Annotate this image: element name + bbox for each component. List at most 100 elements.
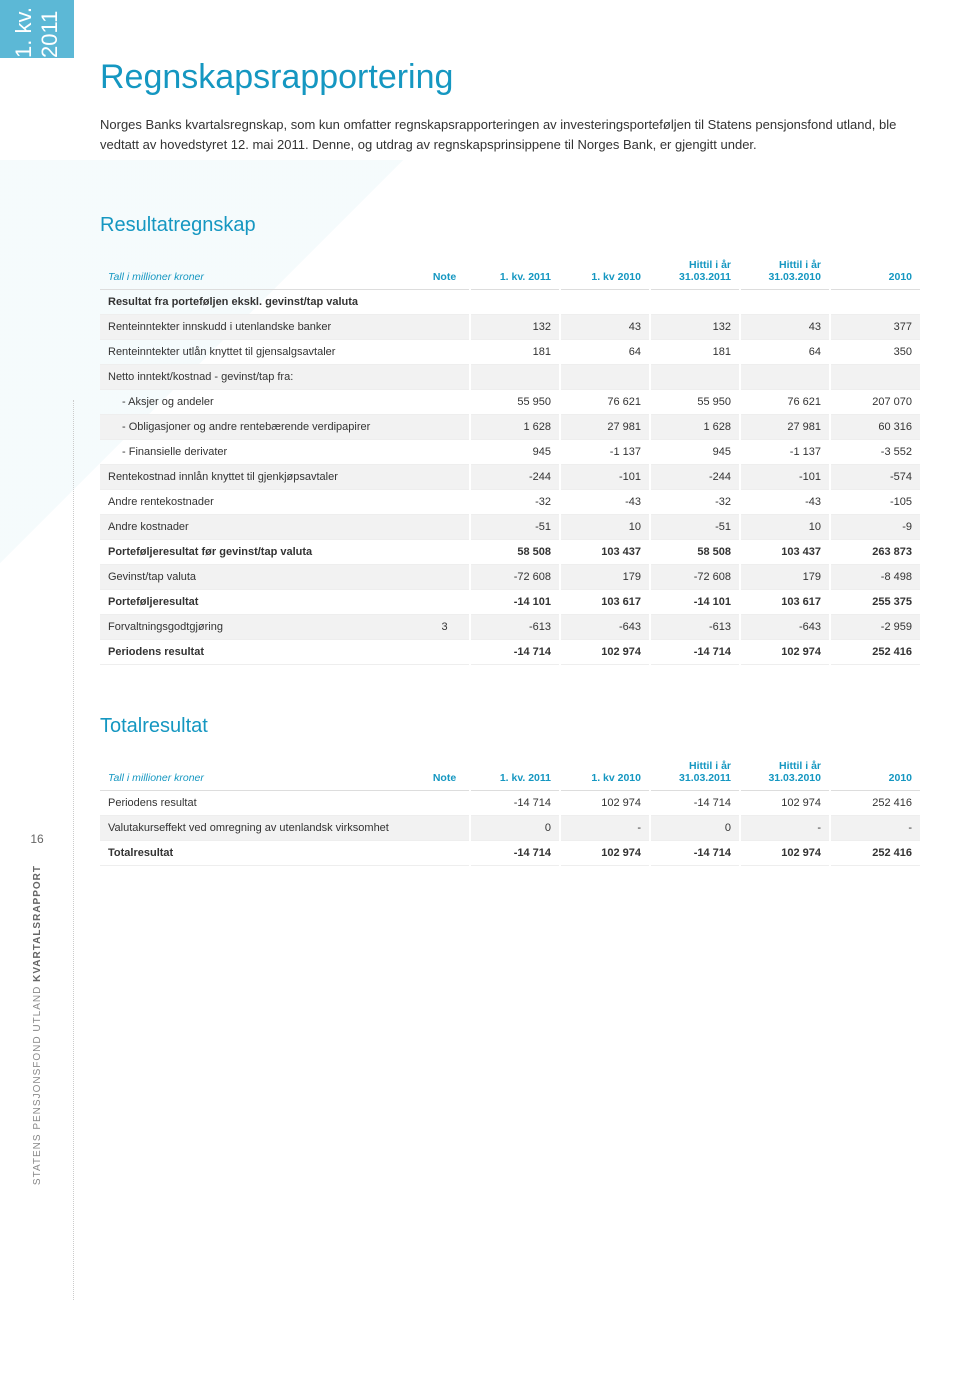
cell: -574 bbox=[830, 465, 920, 490]
col-2010: 2010 bbox=[830, 253, 920, 290]
cell: -14 714 bbox=[650, 791, 740, 816]
cell: -101 bbox=[560, 465, 650, 490]
cell: 945 bbox=[470, 440, 560, 465]
cell: -1 137 bbox=[560, 440, 650, 465]
col-ytd-2010: Hittil i år 31.03.2010 bbox=[740, 253, 830, 290]
cell: -51 bbox=[470, 515, 560, 540]
cell: -643 bbox=[560, 615, 650, 640]
cell: 102 974 bbox=[560, 841, 650, 866]
cell: 132 bbox=[470, 315, 560, 340]
cell-note: 3 bbox=[420, 615, 470, 640]
cell-label: Forvaltningsgodtgjøring bbox=[100, 615, 420, 640]
cell: - bbox=[740, 816, 830, 841]
cell: 0 bbox=[650, 816, 740, 841]
cell-label: Porteføljeresultat før gevinst/tap valut… bbox=[100, 540, 420, 565]
col-note: Note bbox=[420, 253, 470, 290]
table-row: Netto inntekt/kostnad - gevinst/tap fra: bbox=[100, 365, 920, 390]
cell-label: Totalresultat bbox=[100, 841, 420, 866]
sidebar-quarter-tab: 1. kv. 2011 bbox=[0, 0, 74, 58]
table-row: - Finansielle derivater945-1 137945-1 13… bbox=[100, 440, 920, 465]
cell-label: Renteinntekter innskudd i utenlandske ba… bbox=[100, 315, 420, 340]
col-ytd-2011: Hittil i år 31.03.2011 bbox=[650, 253, 740, 290]
cell: -105 bbox=[830, 490, 920, 515]
cell: 102 974 bbox=[560, 640, 650, 665]
cell: 181 bbox=[470, 340, 560, 365]
cell: 102 974 bbox=[740, 640, 830, 665]
table-row: Resultat fra porteføljen ekskl. gevinst/… bbox=[100, 290, 920, 315]
cell: -643 bbox=[740, 615, 830, 640]
cell-label: Periodens resultat bbox=[100, 640, 420, 665]
cell: -72 608 bbox=[470, 565, 560, 590]
cell: 27 981 bbox=[740, 415, 830, 440]
cell-label: Andre rentekostnader bbox=[100, 490, 420, 515]
cell: 179 bbox=[560, 565, 650, 590]
cell: 103 617 bbox=[560, 590, 650, 615]
cell-label: Periodens resultat bbox=[100, 791, 420, 816]
table-row: - Obligasjoner og andre rentebærende ver… bbox=[100, 415, 920, 440]
cell: -1 137 bbox=[740, 440, 830, 465]
cell: 252 416 bbox=[830, 640, 920, 665]
cell-label: Valutakurseffekt ved omregning av utenla… bbox=[100, 816, 420, 841]
cell: 58 508 bbox=[650, 540, 740, 565]
cell-label: Netto inntekt/kostnad - gevinst/tap fra: bbox=[100, 365, 420, 390]
col-label: Tall i millioner kroner bbox=[100, 253, 420, 290]
cell: -72 608 bbox=[650, 565, 740, 590]
cell: -9 bbox=[830, 515, 920, 540]
cell: -613 bbox=[470, 615, 560, 640]
cell: 10 bbox=[560, 515, 650, 540]
sidebar: 1. kv. 2011 16 STATENS PENSJONSFOND UTLA… bbox=[0, 0, 74, 1397]
cell: -14 101 bbox=[650, 590, 740, 615]
cell-label: Gevinst/tap valuta bbox=[100, 565, 420, 590]
cell: 60 316 bbox=[830, 415, 920, 440]
cell: -8 498 bbox=[830, 565, 920, 590]
section-title-resultat: Resultatregnskap bbox=[100, 214, 920, 237]
col-ytd-2010: Hittil i år 31.03.2010 bbox=[740, 754, 830, 791]
cell: 64 bbox=[740, 340, 830, 365]
cell: 64 bbox=[560, 340, 650, 365]
table-row: Valutakurseffekt ved omregning av utenla… bbox=[100, 816, 920, 841]
col-2010q1: 1. kv 2010 bbox=[560, 754, 650, 791]
cell: -613 bbox=[650, 615, 740, 640]
sidebar-vertical-label: STATENS PENSJONSFOND UTLAND KVARTALSRAPP… bbox=[0, 865, 74, 1305]
table-row: Andre kostnader-5110-5110-9 bbox=[100, 515, 920, 540]
cell: 132 bbox=[650, 315, 740, 340]
table-row: Renteinntekter utlån knyttet til gjensal… bbox=[100, 340, 920, 365]
cell: -101 bbox=[740, 465, 830, 490]
cell: - bbox=[830, 816, 920, 841]
cell: 179 bbox=[740, 565, 830, 590]
table-header-row: Tall i millioner kroner Note 1. kv. 2011… bbox=[100, 754, 920, 791]
table-row: Renteinntekter innskudd i utenlandske ba… bbox=[100, 315, 920, 340]
cell: -14 714 bbox=[470, 791, 560, 816]
table-row: Gevinst/tap valuta-72 608179-72 608179-8… bbox=[100, 565, 920, 590]
page-number: 16 bbox=[0, 832, 74, 846]
cell: 55 950 bbox=[650, 390, 740, 415]
col-2011q1: 1. kv. 2011 bbox=[470, 754, 560, 791]
cell: 58 508 bbox=[470, 540, 560, 565]
cell: 0 bbox=[470, 816, 560, 841]
cell: -14 714 bbox=[650, 841, 740, 866]
cell: 10 bbox=[740, 515, 830, 540]
cell: 181 bbox=[650, 340, 740, 365]
cell: 102 974 bbox=[740, 841, 830, 866]
cell: - bbox=[560, 816, 650, 841]
cell: -14 714 bbox=[650, 640, 740, 665]
resultat-table: Tall i millioner kroner Note 1. kv. 2011… bbox=[100, 253, 920, 665]
table-row: Totalresultat-14 714102 974-14 714102 97… bbox=[100, 841, 920, 866]
cell: 263 873 bbox=[830, 540, 920, 565]
table-row: Periodens resultat-14 714102 974-14 7141… bbox=[100, 791, 920, 816]
table-row: Andre rentekostnader-32-43-32-43-105 bbox=[100, 490, 920, 515]
table-header-row: Tall i millioner kroner Note 1. kv. 2011… bbox=[100, 253, 920, 290]
col-2010q1: 1. kv 2010 bbox=[560, 253, 650, 290]
cell-label: Porteføljeresultat bbox=[100, 590, 420, 615]
cell: -14 101 bbox=[470, 590, 560, 615]
cell: -3 552 bbox=[830, 440, 920, 465]
cell: -32 bbox=[470, 490, 560, 515]
col-note: Note bbox=[420, 754, 470, 791]
cell: 43 bbox=[740, 315, 830, 340]
cell: 207 070 bbox=[830, 390, 920, 415]
col-label: Tall i millioner kroner bbox=[100, 754, 420, 791]
cell-label: Andre kostnader bbox=[100, 515, 420, 540]
table-row: - Aksjer og andeler55 95076 62155 95076 … bbox=[100, 390, 920, 415]
cell: 252 416 bbox=[830, 841, 920, 866]
cell: -43 bbox=[740, 490, 830, 515]
